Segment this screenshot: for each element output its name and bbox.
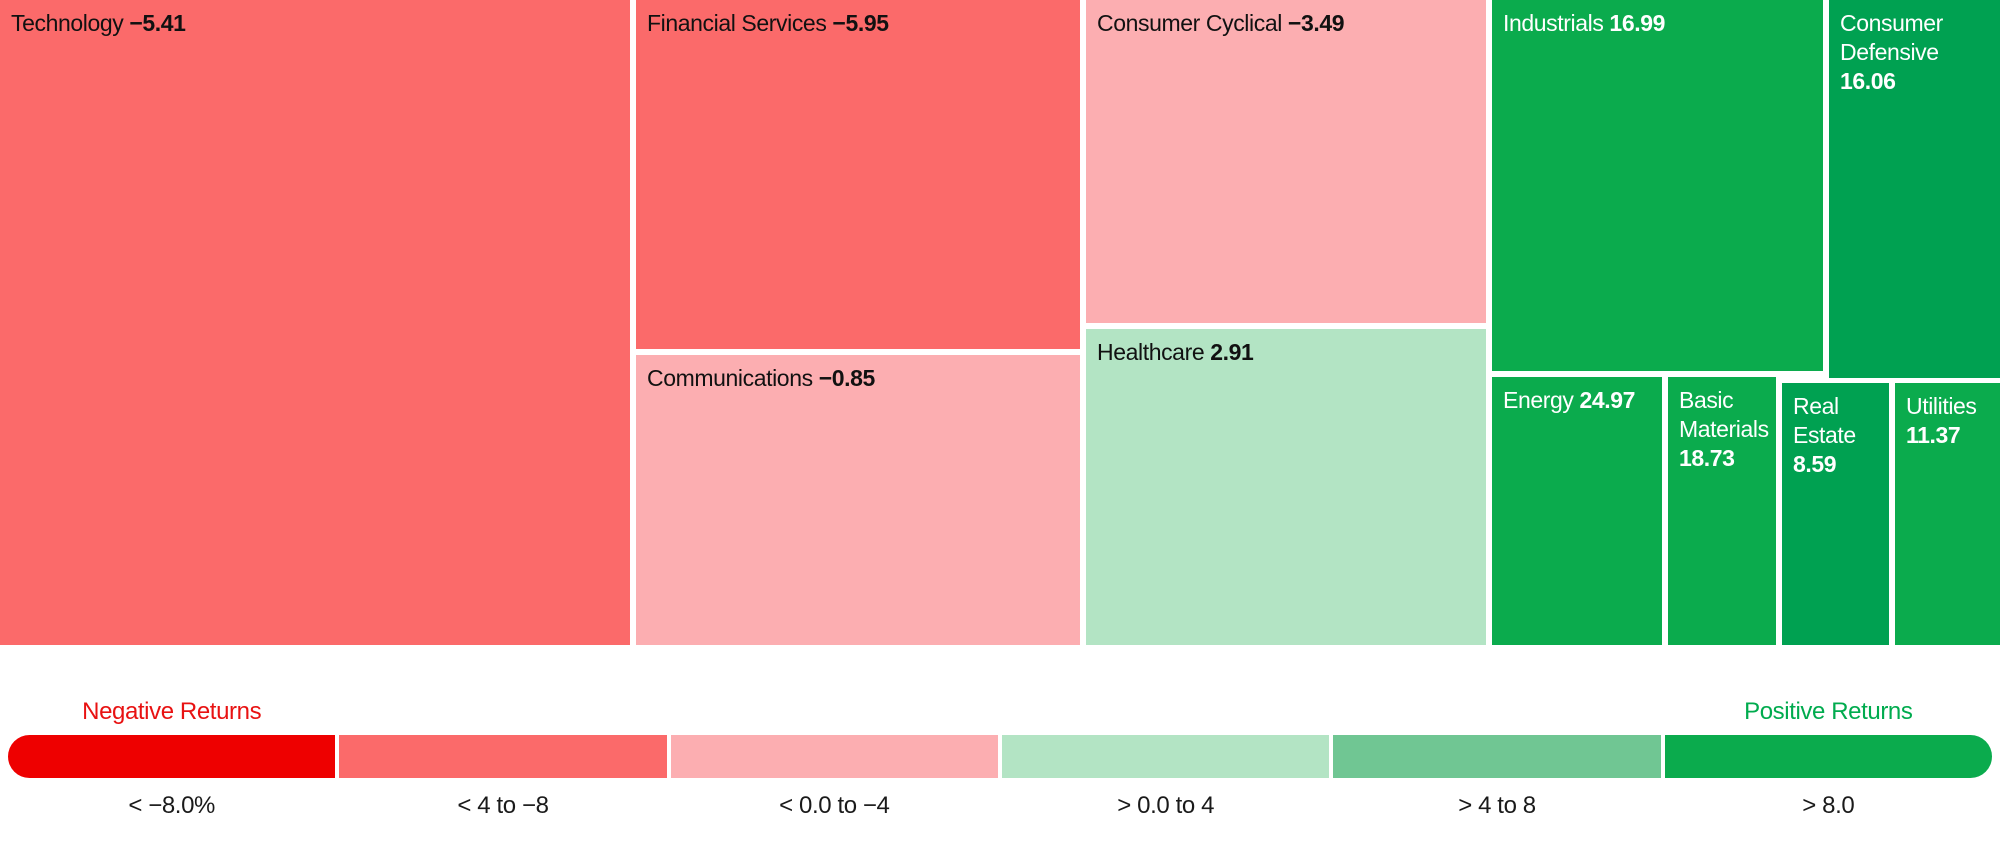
legend-bucket-label: < 0.0 to −4 — [779, 792, 890, 819]
treemap-tile-technology[interactable]: Technology −5.41 — [0, 0, 630, 645]
tile-value: −0.85 — [818, 365, 876, 391]
treemap-tile-financial-services[interactable]: Financial Services −5.95 — [636, 0, 1080, 349]
legend-swatch-above-8 — [1664, 735, 1992, 778]
treemap-tile-communications[interactable]: Communications −0.85 — [636, 355, 1080, 645]
legend-bucket-label: < 4 to −8 — [457, 792, 549, 819]
tile-name: Basic Materials — [1679, 387, 1769, 442]
legend-title-spacer — [1333, 693, 1660, 735]
tile-name: Utilities — [1906, 393, 1977, 419]
tile-value: −5.41 — [129, 10, 186, 36]
legend-swatch-below-neg8 — [8, 735, 336, 778]
treemap-tile-basic-materials[interactable]: Basic Materials 18.73 — [1668, 377, 1776, 645]
positive-returns-title: Positive Returns — [1744, 698, 1913, 725]
treemap-tile-consumer-defensive[interactable]: Consumer Defensive 16.06 — [1829, 0, 2000, 378]
tile-name: Real Estate — [1793, 393, 1856, 448]
tile-name: Industrials — [1503, 10, 1610, 36]
tile-value: 18.73 — [1679, 444, 1735, 471]
treemap-tile-healthcare[interactable]: Healthcare 2.91 — [1086, 329, 1486, 645]
tile-value: 11.37 — [1906, 421, 1961, 448]
tile-value: 16.99 — [1609, 10, 1665, 36]
tile-name: Energy — [1503, 387, 1580, 413]
legend-bucket-label: > 8.0 — [1802, 792, 1855, 819]
legend-swatch-neg4-to-neg8 — [339, 735, 667, 778]
tile-value: −3.49 — [1287, 10, 1345, 36]
tile-value: 16.06 — [1840, 67, 1896, 94]
legend-swatch-0-to-neg4 — [670, 735, 998, 778]
treemap-tile-energy[interactable]: Energy 24.97 — [1492, 377, 1662, 645]
tile-name: Technology — [11, 10, 130, 36]
tile-name: Consumer Defensive — [1840, 10, 1943, 65]
tile-name: Healthcare — [1097, 339, 1211, 365]
tile-value: 2.91 — [1210, 339, 1254, 365]
legend-title-spacer — [339, 693, 666, 735]
returns-legend: Negative Returns Positive Returns < −8.0… — [8, 693, 1992, 820]
tile-name: Consumer Cyclical — [1097, 10, 1288, 36]
legend-title-spacer — [1002, 693, 1329, 735]
legend-title-spacer — [671, 693, 998, 735]
tile-name: Communications — [647, 365, 819, 391]
legend-bucket-label: > 0.0 to 4 — [1117, 792, 1215, 819]
treemap-tile-real-estate[interactable]: Real Estate 8.59 — [1782, 383, 1889, 645]
legend-color-bar — [8, 735, 1992, 778]
tile-value: −5.95 — [832, 10, 889, 36]
tile-value: 24.97 — [1579, 387, 1636, 413]
legend-bucket-label: < −8.0% — [128, 792, 215, 819]
treemap-tile-utilities[interactable]: Utilities 11.37 — [1895, 383, 2000, 645]
treemap-tile-consumer-cyclical[interactable]: Consumer Cyclical −3.49 — [1086, 0, 1486, 323]
legend-bucket-label: > 4 to 8 — [1458, 792, 1536, 819]
legend-swatch-4-to-8 — [1333, 735, 1661, 778]
treemap-tile-industrials[interactable]: Industrials 16.99 — [1492, 0, 1823, 371]
negative-returns-title: Negative Returns — [82, 698, 262, 725]
tile-value: 8.59 — [1793, 450, 1837, 477]
tile-name: Financial Services — [647, 10, 833, 36]
legend-swatch-0-to-4 — [1001, 735, 1330, 778]
